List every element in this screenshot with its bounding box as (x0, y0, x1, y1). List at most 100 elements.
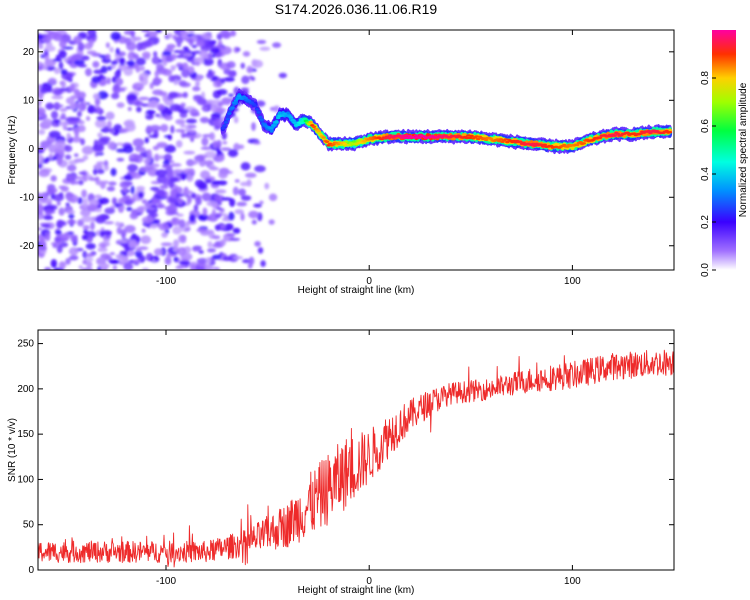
noise-blob (196, 74, 203, 82)
ridge-peak (475, 137, 481, 141)
colorbar-tick-label: 0.6 (700, 119, 711, 133)
noise-blob (179, 235, 187, 242)
noise-blob (212, 140, 219, 148)
ridge-peak (370, 137, 375, 141)
noise-blob (204, 178, 212, 184)
noise-blob (105, 111, 115, 120)
noise-blob (128, 153, 140, 162)
snr-y-label: SNR (10 * v/v) (7, 418, 18, 482)
x-tick-label: 0 (366, 576, 372, 587)
noise-blob (91, 76, 102, 84)
noise-blob (219, 30, 230, 38)
noise-blob (153, 153, 160, 162)
noise-blob (164, 114, 173, 121)
noise-blob (153, 51, 158, 57)
colorbar-tick-label: 0.0 (700, 263, 711, 277)
noise-blob (137, 191, 144, 199)
noise-blob (54, 237, 61, 244)
noise-blob (40, 193, 47, 199)
noise-blob (192, 86, 201, 92)
noise-blob (150, 204, 159, 208)
noise-blob (251, 219, 257, 225)
noise-blob (77, 42, 85, 52)
noise-blob (208, 166, 220, 171)
noise-blob (192, 246, 201, 252)
noise-blob (104, 207, 116, 215)
noise-blob (110, 92, 120, 100)
noise-blob (58, 121, 69, 127)
noise-blob (92, 93, 100, 100)
noise-blob (103, 221, 115, 225)
noise-blob (44, 209, 56, 215)
noise-blob (172, 169, 184, 174)
noise-blob (99, 136, 111, 142)
noise-blob (215, 206, 222, 211)
noise-blob (185, 221, 191, 226)
noise-blob (107, 65, 113, 71)
ridge-peak (575, 143, 580, 147)
noise-blob (224, 76, 235, 82)
noise-blob (230, 30, 236, 36)
noise-blob (217, 101, 224, 107)
noise-blob (195, 61, 200, 67)
noise-blob (85, 116, 91, 121)
ridge-peak (521, 141, 526, 145)
noise-blob (65, 202, 70, 207)
noise-blob (136, 206, 145, 214)
noise-blob (135, 147, 147, 153)
noise-blob (153, 248, 164, 256)
noise-blob (38, 169, 50, 178)
noise-blob (118, 128, 130, 133)
noise-blob (233, 116, 239, 124)
noise-blob (222, 256, 232, 262)
noise-blob (73, 59, 85, 66)
noise-blob (130, 185, 135, 195)
noise-blob (38, 227, 43, 231)
y-tick-label: 250 (17, 339, 34, 350)
noise-blob (110, 31, 122, 41)
noise-blob (141, 228, 146, 233)
noise-blob (196, 258, 209, 264)
noise-blob (80, 209, 91, 217)
noise-blob (59, 107, 68, 112)
noise-blob (160, 123, 169, 132)
noise-blob (181, 69, 190, 78)
noise-blob (103, 165, 109, 171)
noise-blob (184, 190, 194, 195)
noise-blob (176, 62, 184, 68)
noise-blob (237, 144, 245, 150)
noise-blob (60, 80, 67, 89)
noise-blob (47, 77, 57, 85)
noise-blob (221, 97, 232, 105)
noise-blob (107, 141, 116, 150)
noise-blob (191, 112, 201, 117)
ridge-peak (274, 120, 279, 124)
noise-blob (212, 235, 221, 240)
noise-blob (180, 30, 189, 36)
noise-blob (92, 168, 98, 176)
noise-blob (188, 124, 197, 129)
noise-blob (38, 192, 42, 201)
noise-blob (76, 110, 82, 118)
noise-blob (100, 230, 113, 236)
noise-blob (182, 46, 189, 51)
noise-blob (38, 213, 45, 220)
noise-blob (251, 122, 256, 131)
noise-blob (38, 157, 44, 165)
noise-blob (40, 223, 51, 228)
noise-blob (58, 185, 67, 190)
noise-blob (73, 180, 79, 185)
noise-blob (57, 220, 66, 226)
noise-blob (268, 193, 278, 202)
noise-blob (65, 97, 75, 105)
noise-blob (123, 67, 134, 76)
colorbar-ticks: 0.0 0.2 0.4 0.6 0.8 (700, 71, 716, 277)
noise-blob (65, 116, 77, 122)
noise-blob (103, 238, 111, 243)
noise-blob (118, 239, 129, 244)
noise-blob (206, 99, 216, 104)
ridge-peak (386, 137, 391, 140)
noise-blob (97, 197, 110, 205)
noise-blob (175, 118, 186, 125)
snr-x-label: Height of straight line (km) (298, 585, 415, 596)
